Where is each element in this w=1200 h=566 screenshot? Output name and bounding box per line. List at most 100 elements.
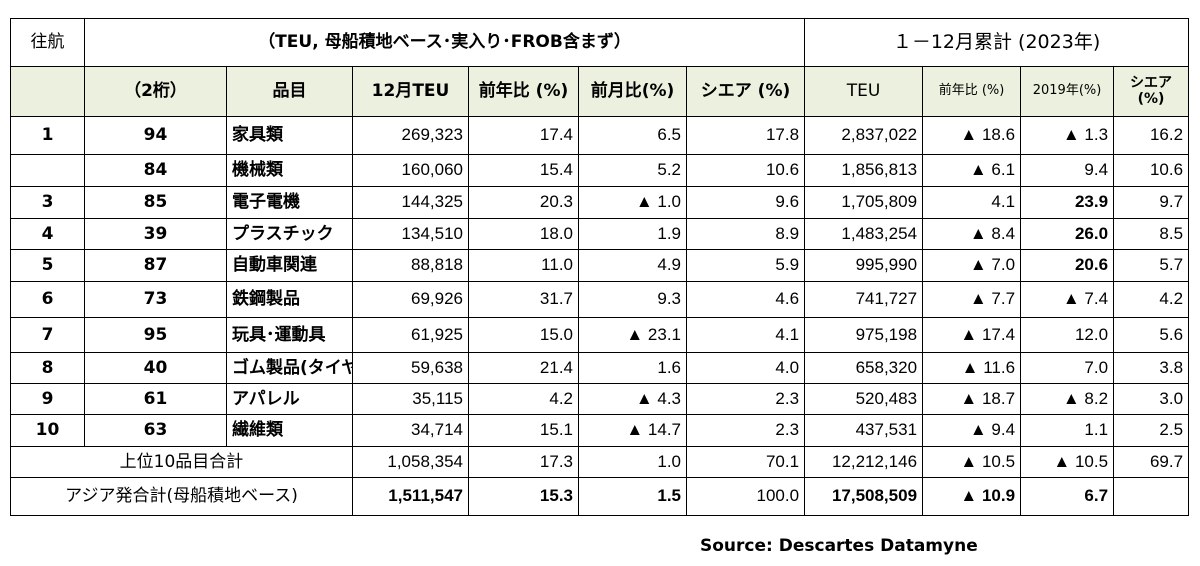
item-cell: 自動車関連 [226,249,353,282]
yoy-cell: 20.3 [468,186,579,219]
table-row: 9 61 アパレル 35,115 4.2 ▲ 4.3 2.3 520,483 ▲ 18.7 ▲ 8… [10,383,1190,415]
teu-dec-cell: 61,925 [352,317,469,353]
share-cum-cell: 3.8 [1113,352,1190,384]
yoy-cum-cell: ▲ 7.0 [922,249,1022,282]
code-cell: 85 [84,186,227,219]
teu-cum-cell: 2,837,022 [804,116,924,155]
teu-dec-cell: 88,818 [352,249,469,282]
teu-dec-cell: 134,510 [352,218,469,250]
yoy-cell: 31.7 [468,281,579,318]
source-note: Source: Descartes Datamyne [700,536,978,556]
table-row: 4 39 プラスチック 134,510 18.0 1.9 8.9 1,483,254 ▲ 8.4… [10,218,1190,250]
mom-cell: ▲ 1.0 [578,186,687,219]
vs2019-cell: 7.0 [1020,352,1115,384]
yoy-cum-cell: ▲ 18.6 [922,116,1022,155]
yoy-cell: 4.2 [468,383,579,415]
share-cell: 17.8 [685,116,806,155]
asia-total-row: アジア発合計(母船積地ベース) 1,511,547 15.3 1.5 100.0… [10,477,1190,516]
table-row: 5 87 自動車関連 88,818 11.0 4.9 5.9 995,990 ▲ 7.0 20.6… [10,249,1190,282]
yoy-cell: 18.0 [468,218,579,250]
code-cell: 40 [84,352,227,384]
mom-cell: ▲ 23.1 [578,317,687,353]
yoy-cum-cell: ▲ 6.1 [922,154,1022,187]
teu-cum-cell: 975,198 [804,317,924,353]
vs2019-cell: 12.0 [1020,317,1115,353]
header-item: 品目 [226,66,353,117]
item-cell: プラスチック [226,218,353,250]
table-row: 1 94 家具類 269,323 17.4 6.5 17.8 2,837,022 ▲ 18.6 ▲… [10,116,1190,155]
yoy-cum-cell: ▲ 8.4 [922,218,1022,250]
rank-cell: 5 [10,249,85,282]
mom-cell: 1.6 [578,352,687,384]
share-cell: 4.0 [685,352,806,384]
code-cell: 39 [84,218,227,250]
share-cell: 10.6 [685,154,806,187]
yoy-cum-cell: ▲ 18.7 [922,383,1022,415]
teu-dec-cell: 34,714 [352,414,469,447]
share-cell: 9.6 [685,186,806,219]
share-cum-cell: 5.6 [1113,317,1190,353]
teu-cum-cell: 995,990 [804,249,924,282]
teu-cum-cell: 1,705,809 [804,186,924,219]
vs2019-cell: 9.4 [1020,154,1115,187]
rank-cell: 9 [10,383,85,415]
item-cell: 家具類 [226,116,353,155]
code-cell: 87 [84,249,227,282]
stats-table: 往航 （TEU, 母船積地ベース･実入り･FROB含まず） １－12月累計 (2… [10,18,1190,516]
vs2019-cell: 1.1 [1020,414,1115,447]
mom-cell: 4.9 [578,249,687,282]
header-yoy: 前年比 (%) [468,66,579,117]
top-left-cell: 往航 [10,18,85,67]
header-rank-cell [10,66,85,117]
rank-cell: 3 [10,186,85,219]
mom-cell: 1.9 [578,218,687,250]
yoy-cell: 15.1 [468,414,579,447]
table-subtitle: （TEU, 母船積地ベース･実入り･FROB含まず） [83,18,806,67]
header-vs2019: 2019年(%) [1020,66,1115,117]
mom-cell: ▲ 4.3 [578,383,687,415]
top10-share-cum: 69.7 [1113,446,1190,478]
vs2019-cell: 26.0 [1020,218,1115,250]
item-cell: 繊維類 [226,414,353,447]
asia-vs2019: 6.7 [1020,477,1115,516]
yoy-cum-cell: ▲ 7.7 [922,281,1022,318]
header-teu-dec: 12月TEU [352,66,469,117]
top10-share: 70.1 [685,446,806,478]
teu-dec-cell: 144,325 [352,186,469,219]
header-yoy-cum: 前年比 (%) [922,66,1022,117]
teu-dec-cell: 269,323 [352,116,469,155]
share-cell: 5.9 [685,249,806,282]
yoy-cum-cell: ▲ 9.4 [922,414,1022,447]
teu-cum-cell: 1,856,813 [804,154,924,187]
share-cum-cell: 3.0 [1113,383,1190,415]
code-cell: 95 [84,317,227,353]
teu-dec-cell: 69,926 [352,281,469,318]
share-cum-cell: 2.5 [1113,414,1190,447]
code-cell: 94 [84,116,227,155]
rank-cell: 8 [10,352,85,384]
share-cum-cell: 4.2 [1113,281,1190,318]
mom-cell: 6.5 [578,116,687,155]
top10-vs2019: ▲ 10.5 [1020,446,1115,478]
yoy-cum-cell: 4.1 [922,186,1022,219]
vs2019-cell: ▲ 1.3 [1020,116,1115,155]
table-row: 6 73 鉄鋼製品 69,926 31.7 9.3 4.6 741,727 ▲ 7.7 ▲ 7.4… [10,281,1190,318]
asia-share-cum [1113,477,1190,516]
asia-share: 100.0 [685,477,806,516]
share-cell: 4.1 [685,317,806,353]
header-share-cum: シエア (%) [1113,66,1190,117]
teu-cum-cell: 1,483,254 [804,218,924,250]
top10-mom: 1.0 [578,446,687,478]
mom-cell: ▲ 14.7 [578,414,687,447]
table-row: 7 95 玩具･運動具 61,925 15.0 ▲ 23.1 4.1 975,198 ▲ 17.… [10,317,1190,353]
code-cell: 63 [84,414,227,447]
code-cell: 73 [84,281,227,318]
table-row: 10 63 繊維類 34,714 15.1 ▲ 14.7 2.3 437,531 ▲ 9.4 1.… [10,414,1190,447]
share-cum-cell: 16.2 [1113,116,1190,155]
item-cell: アパレル [226,383,353,415]
asia-teu-cum: 17,508,509 [804,477,924,516]
yoy-cell: 11.0 [468,249,579,282]
item-cell: 鉄鋼製品 [226,281,353,318]
top10-yoy: 17.3 [468,446,579,478]
